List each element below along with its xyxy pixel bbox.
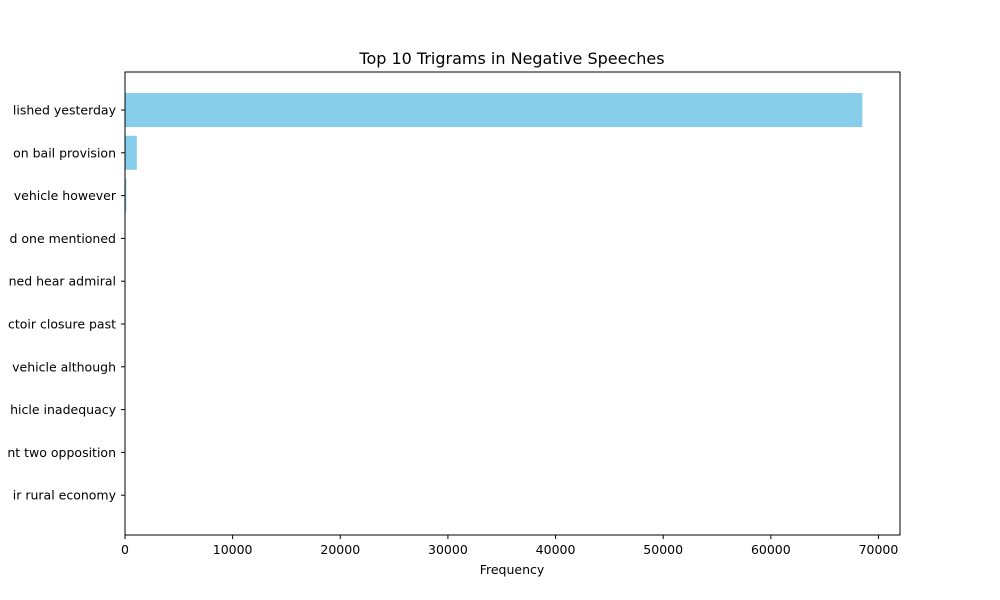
y-axis-categories: lished yesterday on bail provision vehicle… <box>7 103 125 503</box>
x-tick-label: 20000 <box>320 542 360 557</box>
x-axis-ticks: 0 10000 20000 30000 40000 50000 60000 70000 <box>121 535 898 557</box>
y-tick-label: d one mentioned <box>9 231 116 246</box>
y-tick-label: lished yesterday <box>13 103 117 118</box>
y-tick-label: nt two opposition <box>7 445 116 460</box>
bar-3 <box>125 178 127 213</box>
y-tick-label: vehicle although <box>12 359 116 374</box>
plot-frame <box>124 71 901 536</box>
y-tick-label: on bail provision <box>13 145 116 160</box>
x-tick-label: 30000 <box>428 542 468 557</box>
y-tick-label: ir rural economy <box>13 488 117 503</box>
y-tick-label: vehicle however <box>14 188 117 203</box>
bars-group <box>125 93 863 513</box>
x-tick-label: 70000 <box>859 542 899 557</box>
bar-2 <box>125 135 137 170</box>
x-axis-label: Frequency <box>480 562 545 577</box>
x-tick-label: 0 <box>121 542 129 557</box>
y-tick-label: hicle inadequacy <box>10 402 116 417</box>
x-tick-label: 40000 <box>536 542 576 557</box>
chart-title: Top 10 Trigrams in Negative Speeches <box>358 49 664 68</box>
bar-1 <box>125 93 863 127</box>
x-tick-label: 50000 <box>643 542 683 557</box>
y-tick-label: ned hear admiral <box>9 274 116 289</box>
x-tick-label: 10000 <box>213 542 253 557</box>
y-tick-label: ctoir closure past <box>8 317 116 332</box>
x-tick-label: 60000 <box>751 542 791 557</box>
